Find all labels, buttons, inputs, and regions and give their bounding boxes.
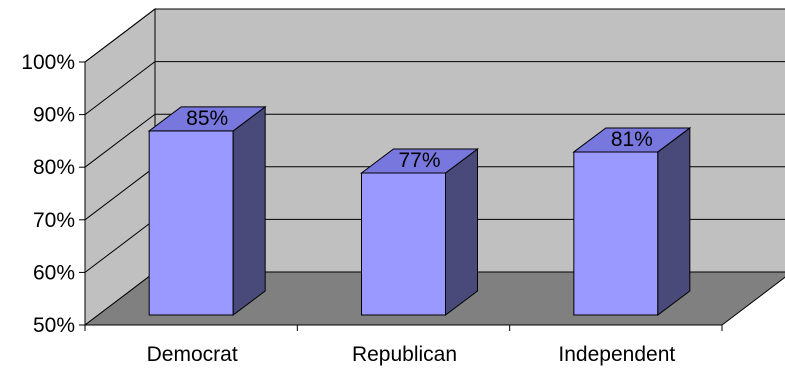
- bar-side: [445, 147, 478, 316]
- x-tick-label: Republican: [352, 343, 457, 366]
- bar-front: [573, 151, 659, 316]
- bar-top: [572, 127, 692, 153]
- bar: [147, 105, 267, 317]
- y-tick-label: 90%: [33, 104, 75, 127]
- y-tick-label: 60%: [33, 261, 75, 284]
- y-tick-label: 100%: [21, 51, 75, 74]
- gridline: [84, 8, 785, 63]
- bar-side: [657, 126, 691, 316]
- bar-top: [360, 148, 479, 174]
- bar-front: [148, 130, 234, 316]
- gridline: [84, 61, 785, 115]
- x-axis: Democrat Republican Independent: [84, 324, 723, 366]
- bar: [360, 147, 479, 316]
- data-label: 85%: [186, 107, 228, 130]
- bar-front: [361, 172, 446, 316]
- bar: [572, 126, 692, 316]
- x-tick-label: Independent: [558, 343, 675, 366]
- bar-top: [147, 106, 267, 132]
- data-label: 81%: [611, 128, 653, 151]
- bar-side: [232, 105, 266, 317]
- chart-side-wall: [84, 7, 156, 327]
- y-tick-label: 70%: [33, 209, 75, 232]
- gridline: [84, 113, 785, 168]
- bars: 85% 77% 81%: [147, 105, 692, 317]
- y-tick-label: 80%: [33, 156, 75, 179]
- y-axis: 50% 60% 70% 80% 90% 100%: [21, 51, 86, 337]
- x-tick-label: Democrat: [147, 343, 238, 366]
- y-tick-label: 50%: [33, 314, 75, 337]
- data-label: 77%: [398, 149, 440, 172]
